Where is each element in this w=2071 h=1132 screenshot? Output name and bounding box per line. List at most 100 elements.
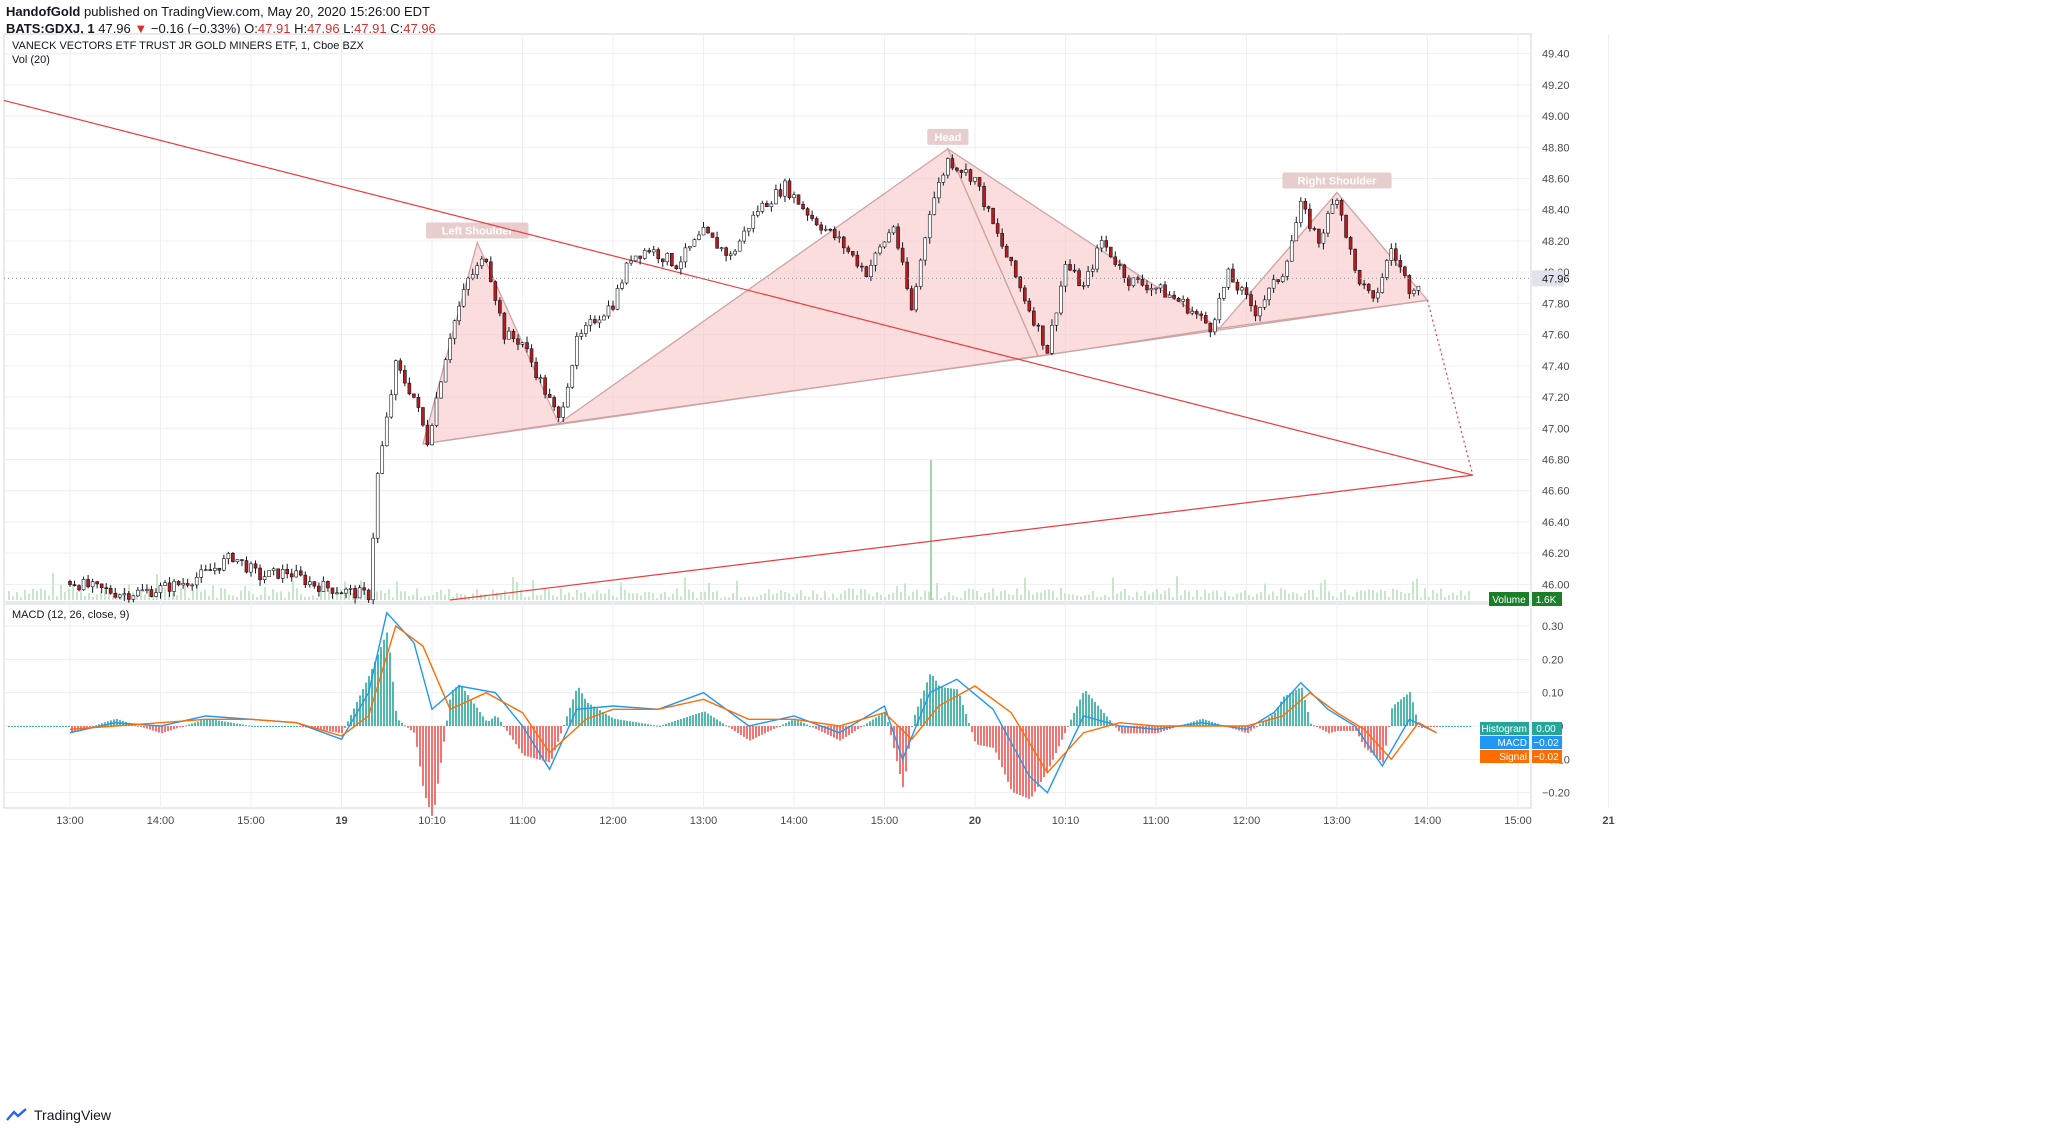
time-tick-label-7: 13:00 xyxy=(690,815,718,827)
volume-bar xyxy=(176,594,178,600)
histogram-bar xyxy=(419,726,421,767)
volume-bar xyxy=(564,594,566,600)
time-tick-label-5: 11:00 xyxy=(509,815,536,827)
histogram-bar xyxy=(494,716,496,726)
trend-lines xyxy=(3,99,1473,601)
histogram-bar xyxy=(617,719,619,726)
volume-bar xyxy=(688,589,690,600)
macd-badge-value-2: −0.02 xyxy=(1533,752,1559,763)
histogram-bar xyxy=(371,668,373,726)
candle-body xyxy=(1199,313,1204,316)
volume-bar xyxy=(332,596,334,600)
histogram-bar xyxy=(395,710,397,726)
histogram-bar xyxy=(1100,709,1102,726)
volume-bar xyxy=(896,585,898,600)
candle-body xyxy=(570,365,575,388)
histogram-bar xyxy=(1031,726,1033,797)
candle-body xyxy=(489,261,493,282)
volume-bar xyxy=(996,595,998,600)
volume-bar xyxy=(316,597,318,600)
histogram-bar xyxy=(1247,726,1249,733)
volume-bar xyxy=(1424,588,1426,600)
volume-bar xyxy=(612,595,614,600)
volume-bar xyxy=(140,591,142,600)
candle-body xyxy=(190,584,194,587)
candle-body xyxy=(1294,222,1299,242)
time-tick-label-1: 14:00 xyxy=(147,815,175,827)
volume-bar xyxy=(412,594,414,600)
candle-body xyxy=(1095,247,1099,270)
histogram-bar xyxy=(350,714,352,726)
volume-bar xyxy=(324,590,326,600)
volume-bar xyxy=(28,594,30,600)
candle-body xyxy=(384,416,389,447)
price-tick-label-14: 46.60 xyxy=(1542,486,1570,498)
volume-bar xyxy=(1000,591,1002,600)
volume-bar xyxy=(1236,593,1238,600)
down-arrow-icon: ▼ xyxy=(134,21,148,36)
histogram-bar xyxy=(653,725,655,727)
left-shoulder-label: Left Shoulder xyxy=(426,222,529,239)
time-tick-label-6: 12:00 xyxy=(599,815,627,827)
candle-body xyxy=(991,208,995,224)
histogram-bar xyxy=(248,725,250,727)
price-chart[interactable]: 49.4049.2049.0048.8048.6048.4048.2048.00… xyxy=(0,0,2071,1100)
candle-body xyxy=(371,537,375,601)
histogram-bar xyxy=(407,726,409,728)
histogram-bar xyxy=(1271,715,1273,726)
histogram-bar xyxy=(1013,726,1015,793)
candle-body xyxy=(1172,294,1176,299)
histogram-bar xyxy=(638,722,640,726)
histogram-bar xyxy=(92,726,94,727)
author-name[interactable]: HandofGold xyxy=(6,4,81,19)
volume-bar xyxy=(948,591,950,600)
volume-bar xyxy=(880,594,882,600)
volume-bar xyxy=(900,591,902,600)
histogram-bar xyxy=(140,726,142,727)
histogram-bar xyxy=(1142,726,1144,734)
histogram-bar xyxy=(1406,694,1408,726)
symbol-label: BATS:GDXJ, 1 xyxy=(6,21,95,36)
volume-bar xyxy=(468,597,470,600)
candle-body xyxy=(751,214,756,229)
brand-name[interactable]: TradingView xyxy=(34,1107,112,1123)
volume-bar xyxy=(592,594,594,600)
histogram-bar xyxy=(1469,726,1471,727)
volume-bar xyxy=(432,594,434,600)
volume-bar xyxy=(448,589,450,600)
histogram-bar xyxy=(404,725,406,727)
price-tick-label-16: 46.20 xyxy=(1542,548,1570,560)
volume-bar xyxy=(720,597,722,600)
volume-bar xyxy=(72,583,74,600)
candle-body xyxy=(1000,233,1004,247)
histogram-bar xyxy=(839,726,841,741)
head-label-bg xyxy=(927,128,969,145)
volume-badge-value: 1.6K xyxy=(1536,595,1557,606)
histogram-bar xyxy=(1007,726,1009,782)
histogram-bar xyxy=(1259,724,1261,726)
histogram-bar xyxy=(650,724,652,726)
candle-body xyxy=(769,203,774,208)
histogram-bar xyxy=(647,724,649,726)
histogram-bar xyxy=(842,726,844,739)
volume-badge-label: Volume xyxy=(1492,595,1526,606)
candle-body xyxy=(665,253,670,263)
histogram-bar xyxy=(464,690,466,726)
volume-bar xyxy=(536,595,538,600)
histogram-bar xyxy=(95,725,97,727)
histogram-bar xyxy=(449,699,451,726)
histogram-bar xyxy=(827,726,829,735)
price-tick-label-12: 47.00 xyxy=(1542,423,1570,435)
candle-body xyxy=(602,315,606,321)
candle-body xyxy=(1357,270,1362,285)
volume-bar xyxy=(1360,590,1362,600)
histogram-bar xyxy=(1061,726,1063,740)
volume-bar xyxy=(152,594,154,600)
histogram-bar xyxy=(1268,717,1270,726)
candle-body xyxy=(1208,322,1213,333)
histogram-bar xyxy=(1250,726,1252,731)
price-tick-label-13: 46.80 xyxy=(1542,455,1570,467)
histogram-bar xyxy=(710,715,712,726)
candle-body xyxy=(918,259,923,287)
candle-body xyxy=(1267,287,1271,301)
